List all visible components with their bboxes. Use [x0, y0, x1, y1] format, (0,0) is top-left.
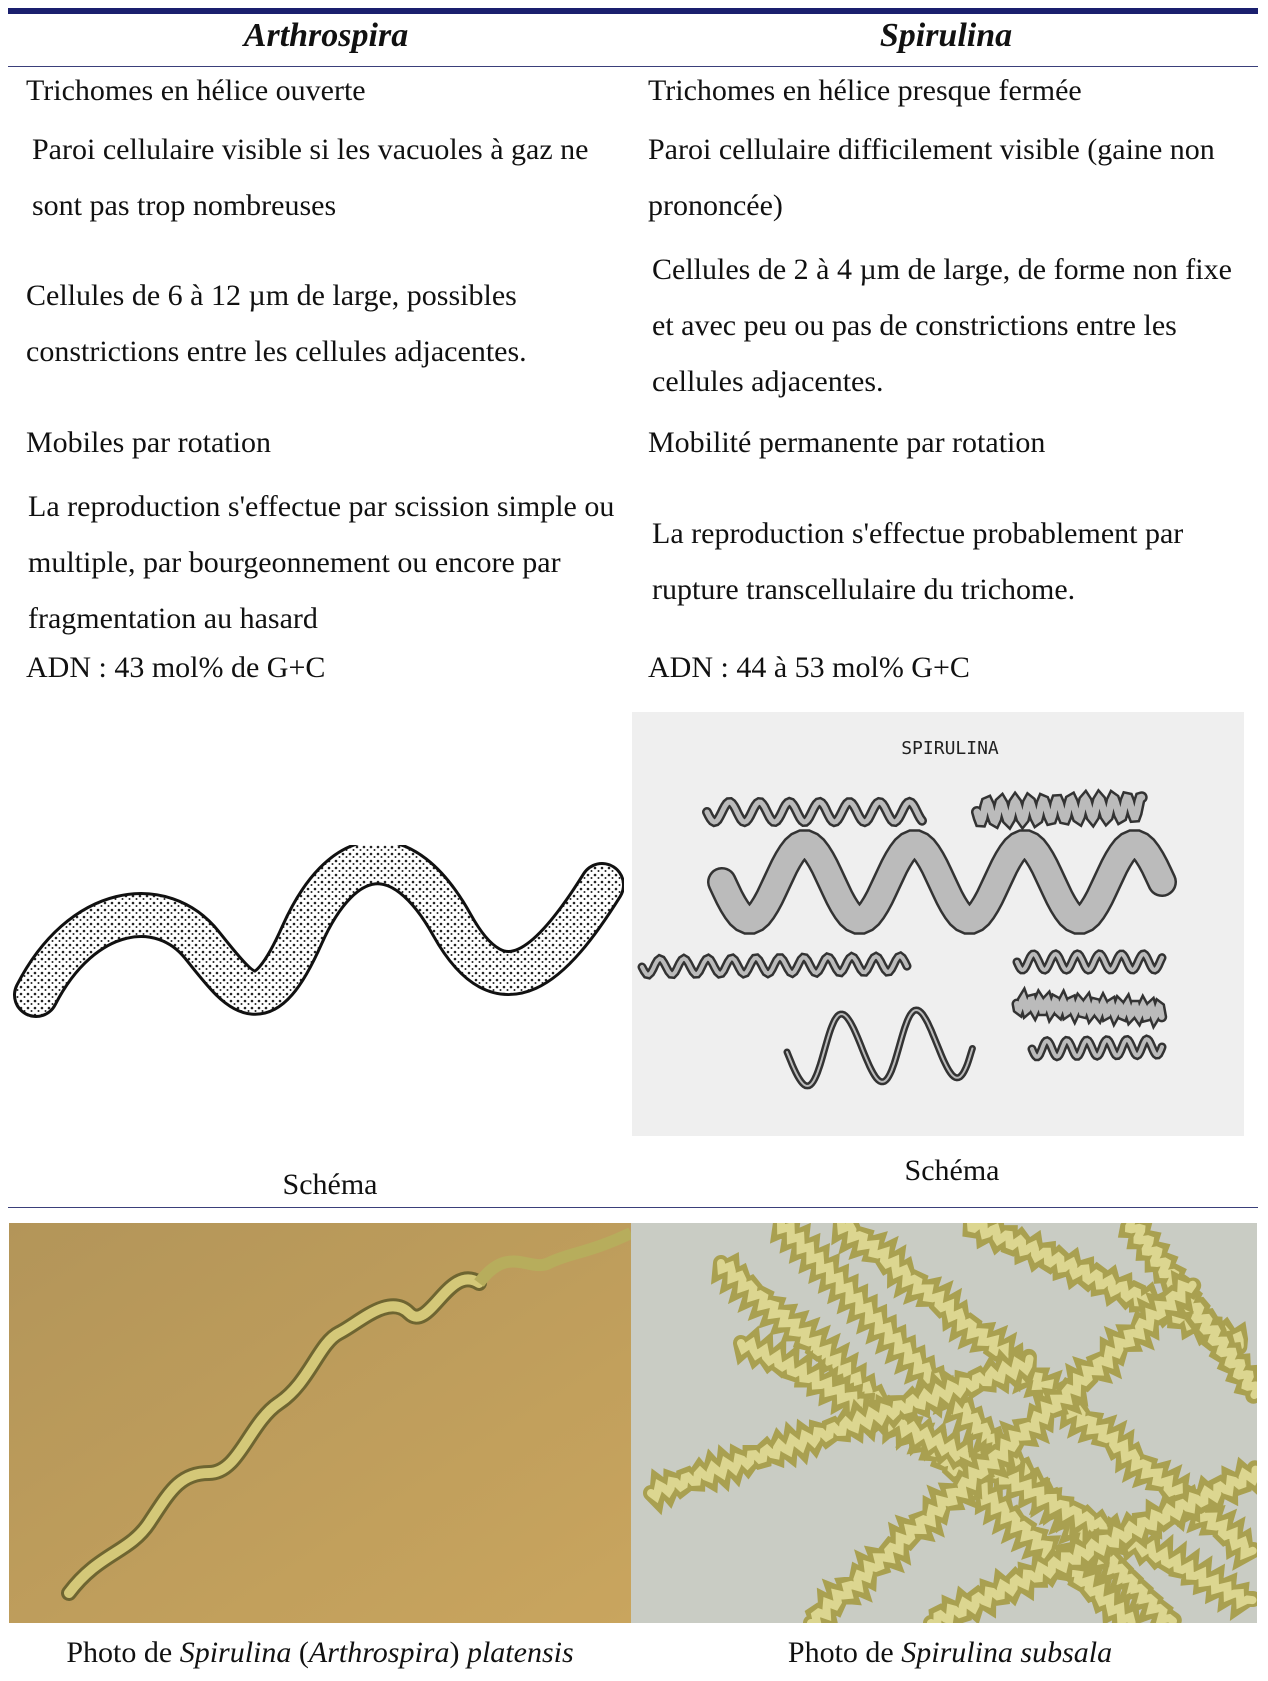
cell: Trichomes en hélice presque fermée — [648, 74, 1082, 107]
header-left: Arthrospira — [243, 17, 409, 54]
spirulina-schematic: SPIRULINA — [632, 712, 1244, 1136]
cell: Paroi cellulaire difficilement visible (… — [648, 133, 1215, 222]
cell: Trichomes en hélice ouverte — [26, 74, 366, 107]
text: Spirulina — [179, 1636, 292, 1669]
helix-fill — [640, 953, 909, 977]
cell: Cellules de 2 à 4 µm de large, de forme … — [652, 253, 1232, 398]
cell: La reproduction s'effectue probablement … — [652, 517, 1184, 606]
filament-light — [1124, 1223, 1257, 1399]
header-rule — [8, 66, 1258, 67]
cell: ADN : 43 mol% de G+C — [26, 651, 326, 684]
top-bar — [8, 8, 1258, 14]
helix-fill — [1014, 991, 1165, 1025]
helix-fill — [973, 792, 1146, 827]
cell: Cellules de 6 à 12 µm de large, possible… — [26, 279, 527, 368]
cell: Mobiles par rotation — [26, 426, 271, 459]
cell: La reproduction s'effectue par scission … — [28, 490, 615, 635]
filament-light — [807, 1279, 1197, 1623]
cell: ADN : 44 à 53 mol% G+C — [648, 651, 970, 684]
drawing-label: SPIRULINA — [901, 738, 999, 759]
cell: Paroi cellulaire visible si les vacuoles… — [32, 133, 589, 222]
photo-arthrospira — [9, 1223, 631, 1623]
text: Spirulina subsala — [901, 1636, 1113, 1669]
schema-caption: Schéma — [904, 1154, 1000, 1187]
text: Photo de — [66, 1636, 180, 1669]
text: ) — [449, 1636, 467, 1669]
helix-fill — [704, 799, 925, 825]
schema-caption: Schéma — [282, 1168, 378, 1201]
photo-caption: Photo de Spirulina subsala — [640, 1636, 1260, 1670]
filament-light — [927, 1465, 1257, 1623]
helix-fill — [709, 831, 1175, 933]
helix-fill — [1015, 951, 1164, 973]
helix-fill — [786, 1008, 974, 1087]
rule — [8, 1207, 1258, 1208]
header-right: Spirulina — [879, 17, 1013, 54]
text: Arthrospira — [308, 1636, 450, 1669]
arthrospira-schematic — [13, 845, 624, 1018]
text: ( — [291, 1636, 309, 1669]
helix-fill — [1030, 1037, 1164, 1059]
photo-spirulina — [631, 1223, 1257, 1623]
text: platensis — [466, 1636, 574, 1669]
cell: Mobilité permanente par rotation — [648, 426, 1046, 459]
photo-caption: Photo de Spirulina (Arthrospira) platens… — [10, 1636, 630, 1670]
text: Photo de — [787, 1636, 902, 1669]
filament-light — [647, 1354, 1034, 1504]
